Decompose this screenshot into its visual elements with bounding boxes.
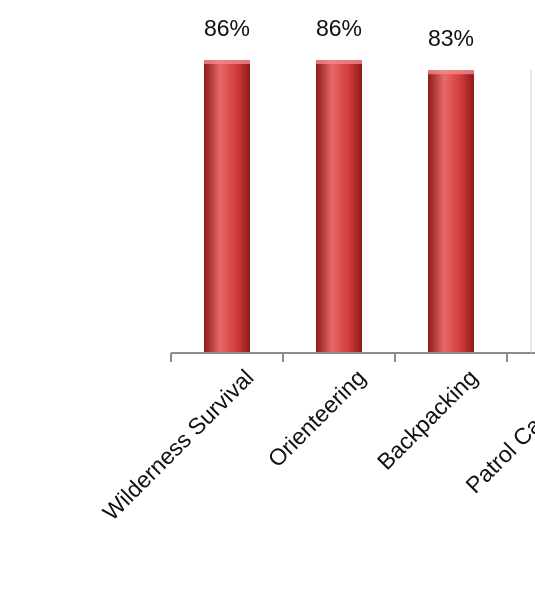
bar-top-highlight <box>428 70 474 75</box>
bar <box>316 60 362 353</box>
bar-series <box>204 60 474 353</box>
category-label: Backpacking <box>372 364 483 475</box>
x-axis <box>170 70 535 362</box>
bar <box>204 60 250 353</box>
data-label: 86% <box>316 15 362 41</box>
category-labels: Wilderness Survival Orienteering Backpacki… <box>97 364 535 525</box>
bar-top-highlight <box>204 60 250 64</box>
category-label: Orienteering <box>263 364 371 472</box>
bar <box>428 70 474 353</box>
category-label: Wilderness Survival <box>97 364 258 525</box>
data-label: 86% <box>204 15 250 41</box>
bar-top-highlight <box>316 60 362 64</box>
data-label: 83% <box>428 25 474 51</box>
data-labels: 86%86%83%83% <box>204 15 474 51</box>
